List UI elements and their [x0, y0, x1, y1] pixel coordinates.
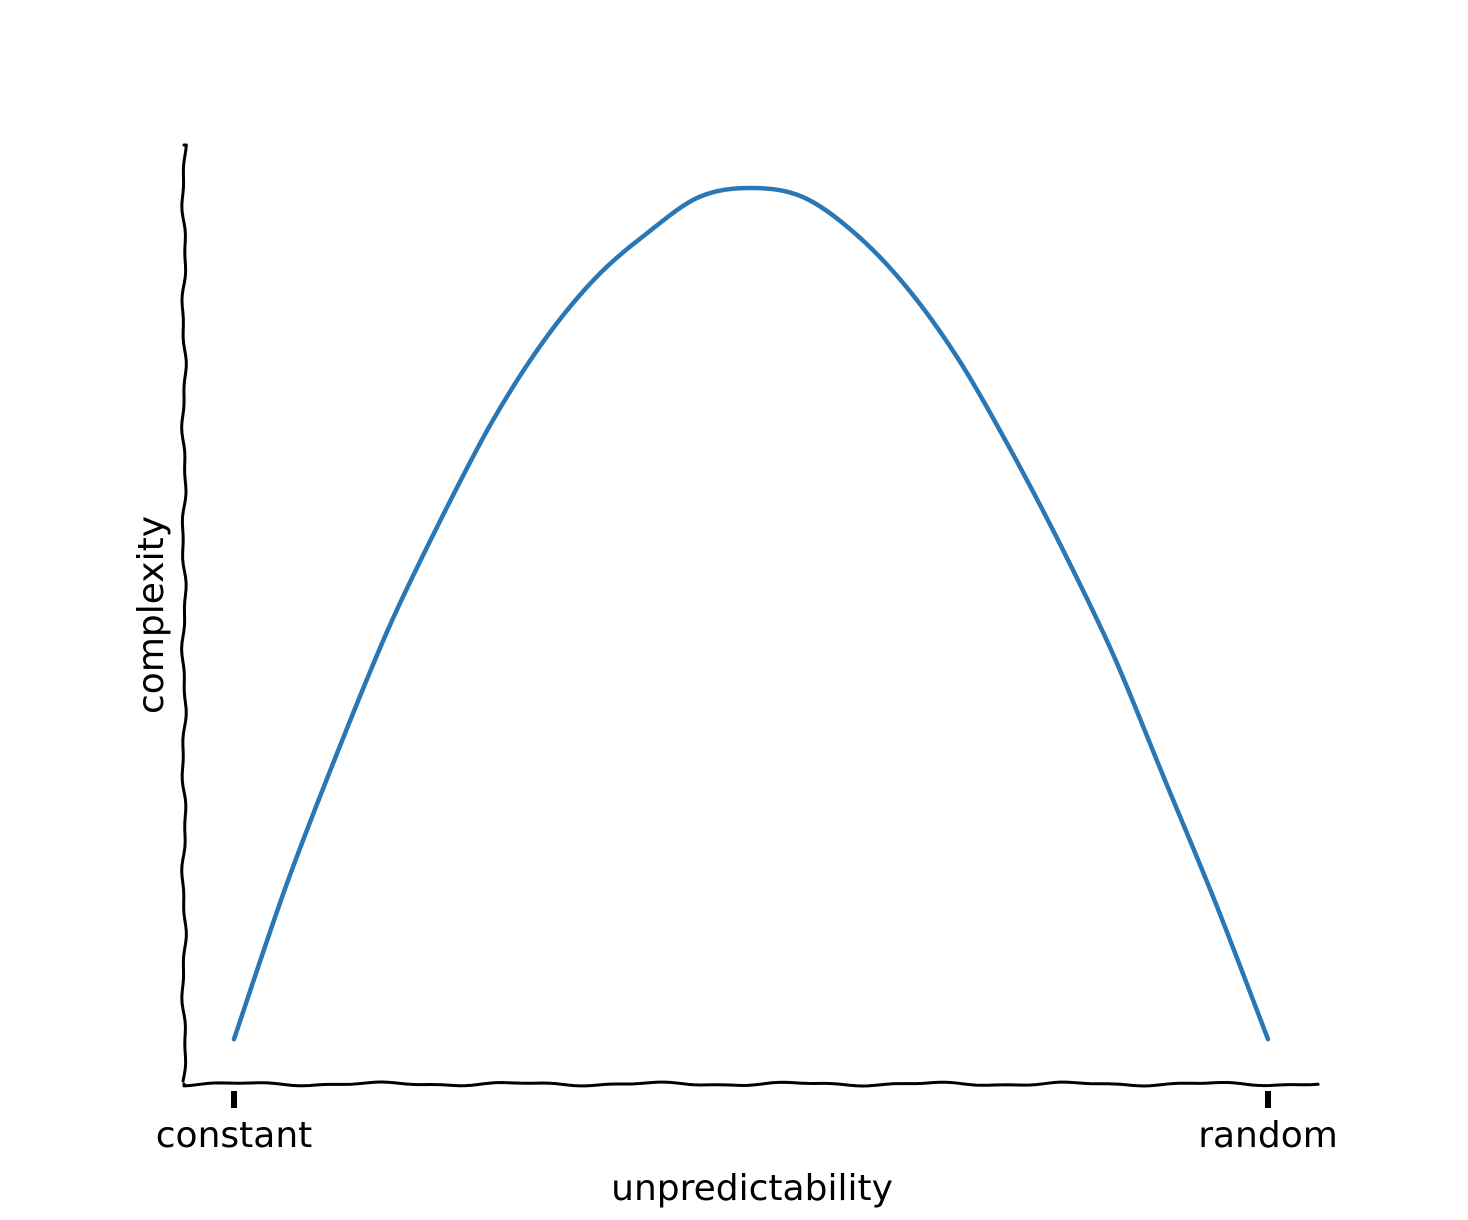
y-axis-label: complexity: [131, 516, 172, 714]
x-axis-label: unpredictability: [611, 1168, 893, 1209]
x-tick-label: random: [1198, 1115, 1338, 1156]
x-tick-label: constant: [156, 1115, 313, 1156]
series-line: [231, 185, 1271, 1042]
x-ticks: constant random: [156, 1091, 1338, 1156]
x-axis-line: [182, 1080, 1320, 1088]
series-group: [231, 185, 1271, 1042]
y-axis-line: [180, 143, 188, 1083]
